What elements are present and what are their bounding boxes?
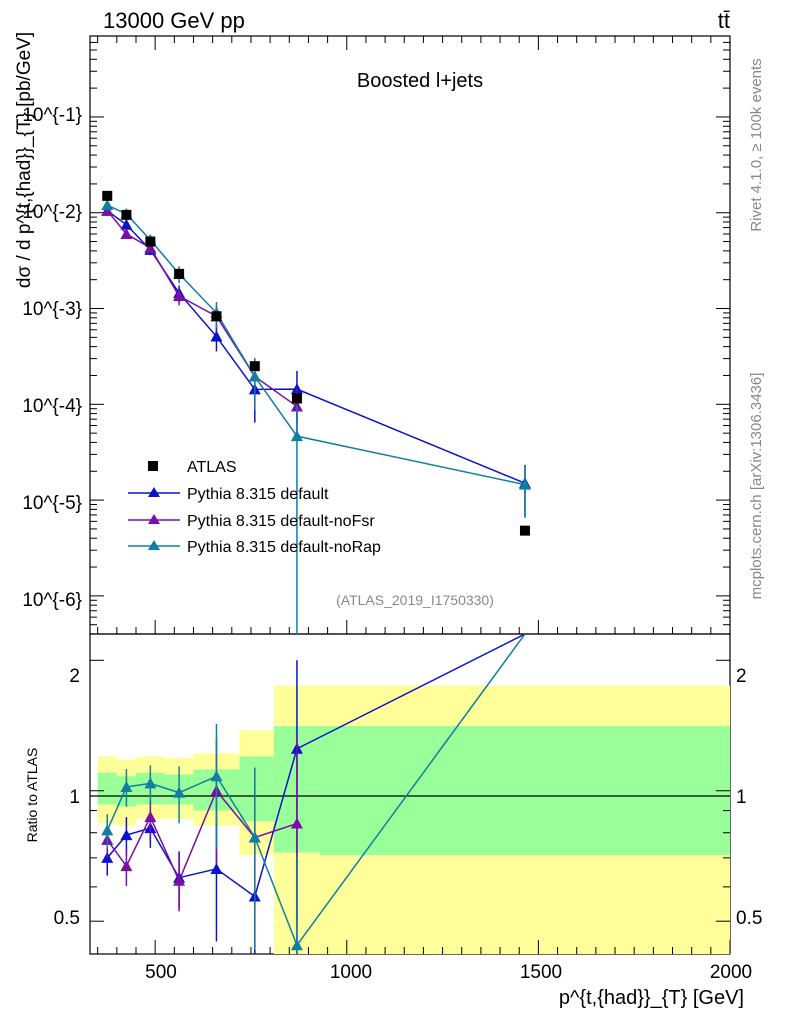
main-series-group xyxy=(101,190,531,634)
x-tick-labels: 500 1000 1500 2000 xyxy=(145,962,752,983)
data-point xyxy=(174,268,185,279)
ratio-y-tick-right: 1 xyxy=(736,787,747,808)
main-panel-frame xyxy=(89,35,731,635)
ratio-point xyxy=(101,824,114,836)
legend-atlas-marker xyxy=(148,461,158,471)
ratio-y-tick-right: 2 xyxy=(736,666,747,687)
ratio-point xyxy=(144,810,157,822)
legend-nofsr-marker xyxy=(148,514,160,524)
series-point xyxy=(210,330,223,342)
series-line xyxy=(106,210,526,484)
ratio-line xyxy=(106,634,526,947)
y-tick-label: 10^{-6} xyxy=(22,590,82,611)
ratio-point xyxy=(210,862,223,874)
legend-nofsr-label: Pythia 8.315 default-noFsr xyxy=(187,513,375,530)
ratio-point xyxy=(144,777,157,789)
ratio-y-axis-label: Ratio to ATLAS xyxy=(24,748,40,843)
x-tick-label: 1000 xyxy=(330,962,372,983)
ratio-y-tick-labels: 2 1 0.5 2 1 0.5 xyxy=(54,666,763,929)
ratio-point xyxy=(290,939,303,951)
data-point xyxy=(121,209,132,220)
y-tick-label: 10^{-4} xyxy=(22,396,82,417)
series-point xyxy=(120,218,133,230)
mcplots-label: mcplots.cern.ch [arXiv:1306.3436] xyxy=(748,373,765,600)
data-point xyxy=(291,393,302,404)
ratio-band-green xyxy=(239,756,274,822)
ratio-series-group xyxy=(101,634,526,954)
y-tick-label: 10^{-1} xyxy=(22,105,82,126)
analysis-label: (ATLAS_2019_I1750330) xyxy=(336,592,494,608)
series-point xyxy=(101,199,114,211)
data-point xyxy=(519,525,530,536)
ratio-band-green xyxy=(319,726,730,856)
ratio-point xyxy=(290,817,303,829)
y-tick-label: 10^{-2} xyxy=(22,202,82,223)
ratio-point xyxy=(120,829,133,841)
series-point xyxy=(144,241,157,253)
data-point xyxy=(211,311,222,322)
series-point xyxy=(120,227,133,239)
data-point xyxy=(249,361,260,372)
series-line xyxy=(106,204,526,486)
legend-default-label: Pythia 8.315 default xyxy=(187,486,329,503)
ratio-uncertainty-bands xyxy=(97,685,730,954)
ratio-axis-ticks xyxy=(90,659,731,954)
x-tick-label: 500 xyxy=(145,962,177,983)
main-axis-ticks xyxy=(90,36,731,635)
legend-norap-marker xyxy=(148,540,160,550)
ratio-point xyxy=(210,770,223,782)
x-axis-label: p^{t,{had}}_{T} [GeV] xyxy=(559,987,744,1009)
y-tick-label: 10^{-5} xyxy=(22,493,82,514)
ratio-point xyxy=(173,786,186,798)
rivet-label: Rivet 4.1.0, ≥ 100k events xyxy=(748,58,765,231)
ratio-band-green xyxy=(97,772,117,805)
main-y-tick-labels: 10^{-1} 10^{-2} 10^{-3} 10^{-4} 10^{-5} … xyxy=(22,105,82,611)
main-y-axis-label: dσ / d p^{t,{had}}_{T} [pb/GeV] xyxy=(14,32,35,288)
data-point xyxy=(102,190,113,201)
series-point xyxy=(248,370,261,382)
y-tick-label: 10^{-3} xyxy=(22,299,82,320)
series-point xyxy=(518,478,531,490)
x-tick-label: 1500 xyxy=(520,962,562,983)
ratio-line xyxy=(106,634,526,898)
ratio-point xyxy=(173,874,186,886)
x-tick-label: 2000 xyxy=(710,962,752,983)
header-energy: 13000 GeV pp xyxy=(103,8,245,33)
ratio-point xyxy=(120,860,133,872)
legend-atlas-label: ATLAS xyxy=(187,459,237,476)
header-process: tt̄ xyxy=(718,8,730,33)
chart-title: Boosted l+jets xyxy=(357,70,483,92)
ratio-y-tick-right: 0.5 xyxy=(736,908,762,929)
series-point xyxy=(173,290,186,302)
ratio-point xyxy=(120,781,133,793)
ratio-y-tick-left: 1 xyxy=(69,787,80,808)
ratio-y-tick-left: 0.5 xyxy=(54,908,80,929)
legend-norap-label: Pythia 8.315 default-noRap xyxy=(187,539,381,556)
series-line xyxy=(106,210,298,408)
ratio-point xyxy=(248,831,261,843)
legend: ATLAS Pythia 8.315 default Pythia 8.315 … xyxy=(128,459,381,556)
legend-default-marker xyxy=(148,487,160,497)
ratio-y-tick-left: 2 xyxy=(69,666,80,687)
series-point xyxy=(290,430,303,442)
data-point xyxy=(145,236,156,247)
